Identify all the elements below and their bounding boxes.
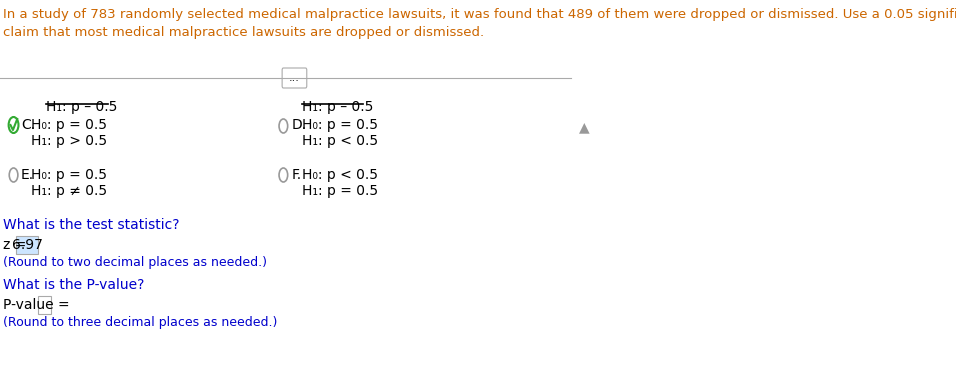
Text: H₁: p – 0.5: H₁: p – 0.5 [46,100,118,114]
Text: In a study of 783 randomly selected medical malpractice lawsuits, it was found t: In a study of 783 randomly selected medi… [3,8,956,39]
Text: H₁: p < 0.5: H₁: p < 0.5 [302,134,378,148]
Text: 6.97: 6.97 [11,238,42,252]
Text: H₁: p ≠ 0.5: H₁: p ≠ 0.5 [31,184,107,198]
Text: H₀: p = 0.5: H₀: p = 0.5 [31,168,107,182]
Text: ▲: ▲ [579,120,590,134]
Text: (Round to three decimal places as needed.): (Round to three decimal places as needed… [3,316,277,329]
Text: H₁: p = 0.5: H₁: p = 0.5 [302,184,378,198]
Text: H₀: p < 0.5: H₀: p < 0.5 [302,168,378,182]
Text: E.: E. [21,168,34,182]
FancyBboxPatch shape [282,68,307,88]
Text: H₁: p > 0.5: H₁: p > 0.5 [31,134,107,148]
Text: ...: ... [289,73,300,83]
Text: z =: z = [3,238,27,252]
Text: F.: F. [292,168,302,182]
Text: (Round to two decimal places as needed.): (Round to two decimal places as needed.) [3,256,267,269]
FancyBboxPatch shape [38,296,51,314]
Text: C.: C. [21,118,35,132]
Text: P-value =: P-value = [3,298,70,312]
FancyBboxPatch shape [16,236,38,254]
Text: H₁: p – 0.5: H₁: p – 0.5 [302,100,373,114]
Text: H₀: p = 0.5: H₀: p = 0.5 [302,118,378,132]
Text: H₀: p = 0.5: H₀: p = 0.5 [31,118,107,132]
Text: What is the P-value?: What is the P-value? [3,278,144,292]
Text: What is the test statistic?: What is the test statistic? [3,218,180,232]
Text: D.: D. [292,118,307,132]
